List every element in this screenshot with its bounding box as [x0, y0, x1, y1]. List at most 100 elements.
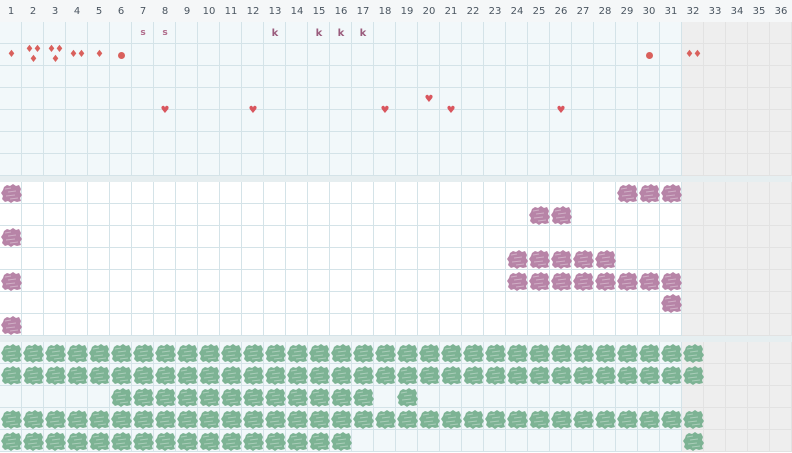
- section-a-cell[interactable]: [330, 66, 352, 88]
- section-a-cell[interactable]: [506, 44, 528, 66]
- section-a-cell[interactable]: [176, 22, 198, 44]
- section-b-cell[interactable]: [462, 314, 484, 336]
- section-b-cell[interactable]: [0, 248, 22, 270]
- green-blob[interactable]: [462, 364, 484, 386]
- section-b-cell[interactable]: [132, 248, 154, 270]
- green-blob[interactable]: [418, 408, 440, 430]
- section-a-cell[interactable]: [594, 22, 616, 44]
- section-a-cell[interactable]: [550, 22, 572, 44]
- section-b-cell[interactable]: [154, 292, 176, 314]
- section-c-cell[interactable]: [44, 386, 66, 408]
- section-a-cell[interactable]: [198, 66, 220, 88]
- section-c-cell[interactable]: [484, 386, 506, 408]
- section-a-cell[interactable]: [374, 110, 396, 132]
- section-a-cell[interactable]: [660, 22, 682, 44]
- section-a-cell[interactable]: [220, 44, 242, 66]
- section-b-cell[interactable]: [220, 270, 242, 292]
- section-b-cell[interactable]: [704, 314, 726, 336]
- section-a-cell[interactable]: [748, 154, 770, 176]
- section-a-cell[interactable]: [264, 110, 286, 132]
- section-b-cell[interactable]: [330, 226, 352, 248]
- section-a-cell[interactable]: [198, 22, 220, 44]
- section-b-cell[interactable]: [506, 314, 528, 336]
- column-header-29[interactable]: 29: [620, 6, 634, 17]
- section-c-cell[interactable]: [726, 364, 748, 386]
- section-b-cell[interactable]: [418, 292, 440, 314]
- section-a-cell[interactable]: [264, 44, 286, 66]
- section-a-cell[interactable]: [484, 154, 506, 176]
- green-blob[interactable]: [682, 342, 704, 364]
- green-blob[interactable]: [198, 342, 220, 364]
- section-b-cell[interactable]: [616, 248, 638, 270]
- section-a-cell[interactable]: [198, 110, 220, 132]
- drop-icon[interactable]: ♦♦: [685, 49, 702, 60]
- green-blob[interactable]: [286, 408, 308, 430]
- section-b-cell[interactable]: [22, 270, 44, 292]
- section-a-cell[interactable]: [132, 22, 154, 44]
- section-a-cell[interactable]: [352, 44, 374, 66]
- section-a-cell[interactable]: [704, 88, 726, 110]
- section-a-cell[interactable]: [66, 22, 88, 44]
- section-a-cell[interactable]: [616, 44, 638, 66]
- green-blob[interactable]: [66, 430, 88, 452]
- green-blob[interactable]: [616, 342, 638, 364]
- section-a-cell[interactable]: [616, 22, 638, 44]
- section-b-cell[interactable]: [242, 204, 264, 226]
- section-b-cell[interactable]: [638, 314, 660, 336]
- section-a-cell[interactable]: [22, 132, 44, 154]
- section-a-cell[interactable]: [748, 66, 770, 88]
- section-a-cell[interactable]: [704, 132, 726, 154]
- section-a-cell[interactable]: [572, 66, 594, 88]
- section-a-cell[interactable]: [330, 154, 352, 176]
- green-blob[interactable]: [594, 342, 616, 364]
- section-b-cell[interactable]: [418, 182, 440, 204]
- section-b-cell[interactable]: [374, 204, 396, 226]
- section-b-cell[interactable]: [682, 204, 704, 226]
- section-a-cell[interactable]: [374, 44, 396, 66]
- section-c-cell[interactable]: [770, 342, 792, 364]
- section-b-cell[interactable]: [198, 292, 220, 314]
- section-c-cell[interactable]: [748, 386, 770, 408]
- purple-blob[interactable]: [638, 182, 660, 204]
- section-b-cell[interactable]: [286, 292, 308, 314]
- section-b-cell[interactable]: [286, 204, 308, 226]
- section-b-cell[interactable]: [726, 292, 748, 314]
- column-header-33[interactable]: 33: [708, 6, 722, 17]
- section-a-cell[interactable]: [550, 132, 572, 154]
- green-blob[interactable]: [506, 408, 528, 430]
- purple-blob[interactable]: [660, 292, 682, 314]
- column-header-27[interactable]: 27: [576, 6, 590, 17]
- green-blob[interactable]: [22, 408, 44, 430]
- green-blob[interactable]: [308, 342, 330, 364]
- purple-blob[interactable]: [572, 270, 594, 292]
- section-b-cell[interactable]: [440, 270, 462, 292]
- section-c-cell[interactable]: [550, 386, 572, 408]
- section-b-cell[interactable]: [264, 270, 286, 292]
- green-blob[interactable]: [242, 430, 264, 452]
- green-blob[interactable]: [242, 408, 264, 430]
- green-blob[interactable]: [484, 342, 506, 364]
- section-c-cell[interactable]: [352, 430, 374, 452]
- green-blob[interactable]: [308, 364, 330, 386]
- section-c-cell[interactable]: [418, 430, 440, 452]
- section-b-cell[interactable]: [66, 314, 88, 336]
- section-a-cell[interactable]: [374, 66, 396, 88]
- section-c-cell[interactable]: [374, 430, 396, 452]
- section-b-cell[interactable]: [110, 292, 132, 314]
- section-b-cell[interactable]: [44, 226, 66, 248]
- section-c-cell[interactable]: [572, 386, 594, 408]
- section-b-cell[interactable]: [220, 182, 242, 204]
- section-a-cell[interactable]: [770, 132, 792, 154]
- section-b-cell[interactable]: [242, 270, 264, 292]
- green-blob[interactable]: [440, 408, 462, 430]
- section-c-cell[interactable]: [660, 386, 682, 408]
- green-blob[interactable]: [220, 342, 242, 364]
- green-blob[interactable]: [44, 430, 66, 452]
- section-a-cell[interactable]: [396, 88, 418, 110]
- section-a-cell[interactable]: [352, 154, 374, 176]
- section-a-cell[interactable]: [374, 22, 396, 44]
- drop-icon[interactable]: ♦: [7, 49, 16, 60]
- section-a-cell[interactable]: [770, 22, 792, 44]
- section-a-cell[interactable]: [132, 88, 154, 110]
- section-b-cell[interactable]: [242, 314, 264, 336]
